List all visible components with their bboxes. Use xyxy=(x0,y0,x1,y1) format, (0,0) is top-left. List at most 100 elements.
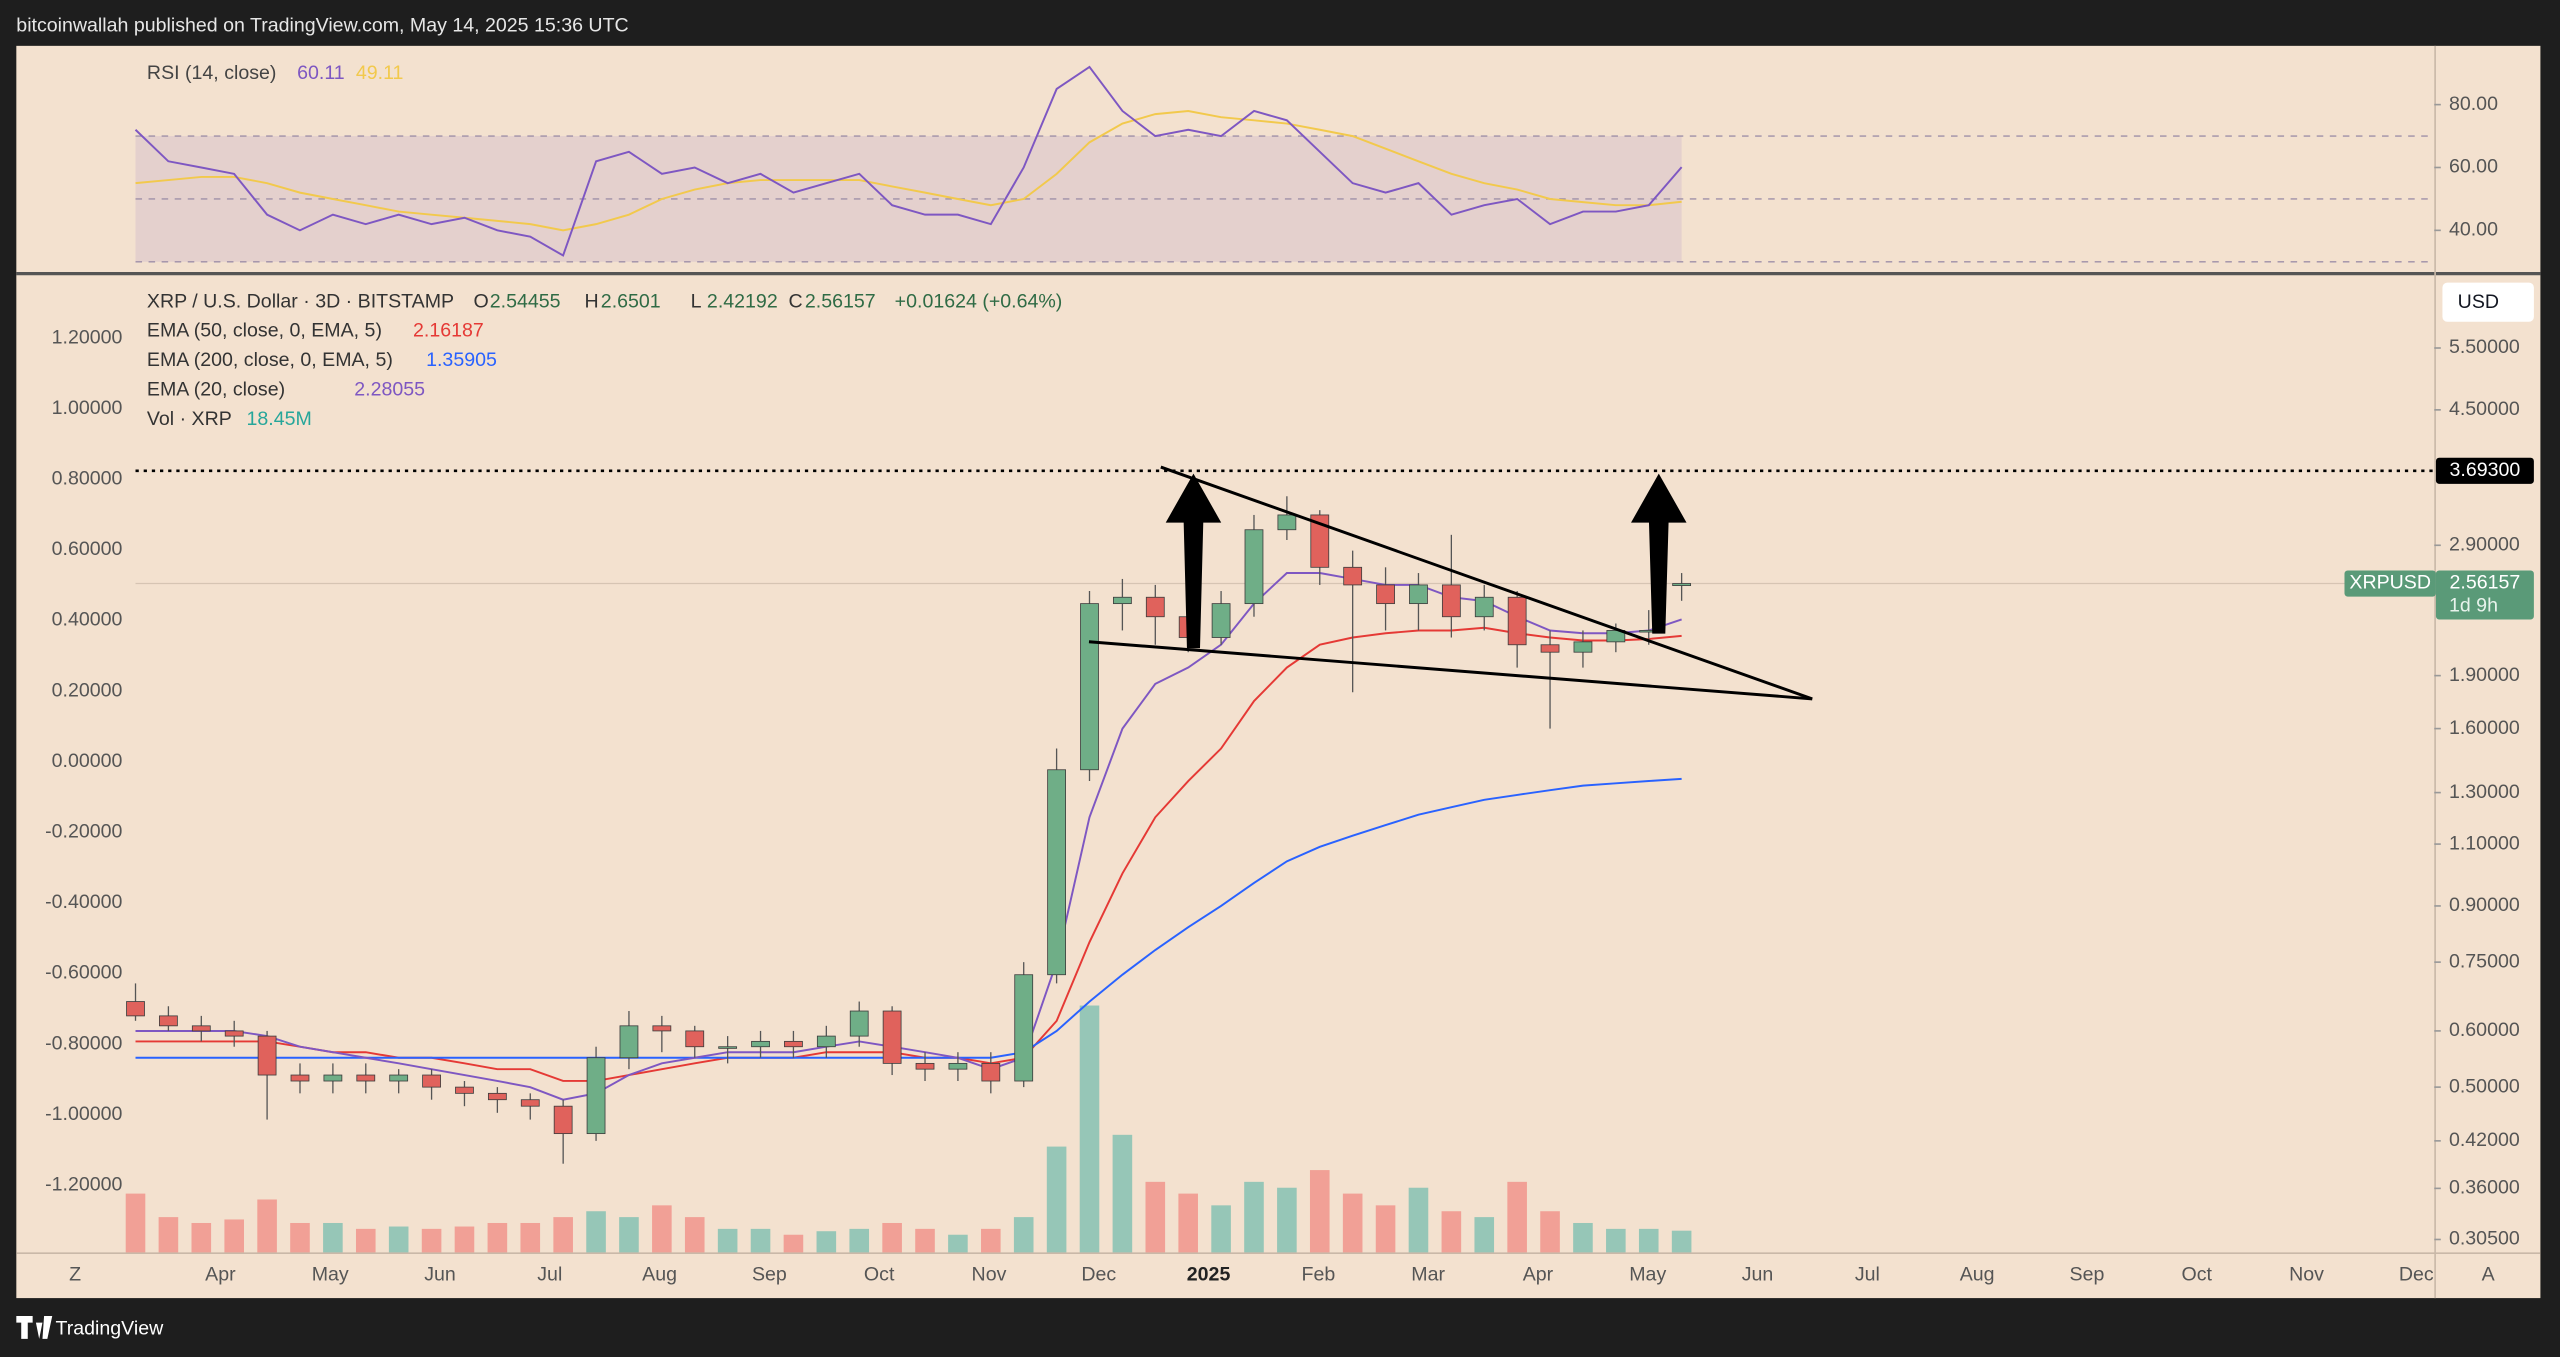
scale-button[interactable]: A xyxy=(2482,1263,2496,1285)
ema-line xyxy=(135,777,1682,1059)
x-tick-label: Apr xyxy=(205,1263,236,1285)
volume-bar xyxy=(1309,1170,1330,1253)
scale-button[interactable]: Z xyxy=(69,1263,81,1285)
candle-body xyxy=(816,1035,836,1048)
candle-body xyxy=(1573,641,1593,653)
volume-bar xyxy=(1441,1211,1462,1253)
candle-body xyxy=(586,1057,606,1135)
rsi-legend: RSI (14, close) xyxy=(147,62,276,84)
volume-bar xyxy=(520,1222,541,1253)
target-label: 3.69300 xyxy=(2450,459,2521,481)
candle-body xyxy=(1277,514,1297,531)
volume-bar xyxy=(1013,1217,1034,1253)
candle-body xyxy=(159,1015,178,1027)
symbol-title: XRP / U.S. Dollar · 3D · BITSTAMP xyxy=(147,290,454,312)
left-tick-label: -0.60000 xyxy=(45,962,122,984)
volume-bar xyxy=(816,1231,837,1253)
y-tick-label: 1.60000 xyxy=(2449,717,2520,739)
left-tick-label: -0.80000 xyxy=(45,1032,122,1054)
rsi-line xyxy=(134,65,1683,257)
y-tick-label: 0.30500 xyxy=(2449,1228,2520,1250)
volume-bar xyxy=(1573,1222,1593,1253)
x-tick-label: Aug xyxy=(1960,1263,1995,1285)
left-tick-label: -0.20000 xyxy=(45,820,122,842)
volume-bar xyxy=(1244,1181,1264,1253)
x-tick-label: Jul xyxy=(537,1263,562,1285)
candle-body xyxy=(553,1105,573,1135)
volume-bar xyxy=(783,1234,804,1253)
left-tick-label: 0.80000 xyxy=(52,467,123,489)
candle-body xyxy=(849,1010,869,1037)
volume-bar xyxy=(553,1217,573,1253)
x-tick-label: Oct xyxy=(864,1263,895,1285)
x-tick-label: Dec xyxy=(2399,1263,2434,1285)
left-tick-label: 0.60000 xyxy=(52,538,123,560)
footer-brand: TradingView xyxy=(56,1317,165,1339)
y-tick-label: 1.90000 xyxy=(2449,664,2520,686)
symbol-label: XRPUSD xyxy=(2349,572,2431,594)
ohlc-value: 2.42192 xyxy=(707,290,778,312)
ohlc-letter: O xyxy=(473,290,488,312)
y-tick-label: 1.30000 xyxy=(2449,781,2520,803)
candle-body xyxy=(520,1099,540,1107)
volume-bar xyxy=(1046,1146,1067,1253)
wedge-lower-line xyxy=(1088,640,1813,701)
ema-value: 2.28055 xyxy=(354,379,425,401)
x-tick-label: Sep xyxy=(752,1263,787,1285)
volume-bar xyxy=(882,1222,902,1253)
rsi-tick-label: 40.00 xyxy=(2449,219,2498,241)
symbol-label-box xyxy=(2344,570,2436,597)
candle-body xyxy=(948,1062,968,1070)
volume-bar xyxy=(619,1217,639,1253)
x-tick-label: Sep xyxy=(2070,1263,2105,1285)
x-tick-label: Dec xyxy=(1081,1263,1116,1285)
ema-legend: EMA (20, close) xyxy=(147,379,285,401)
volume-bar xyxy=(191,1222,212,1253)
drawings xyxy=(1088,465,1813,701)
volume-bar xyxy=(1211,1205,1231,1253)
y-tick-label: 1.10000 xyxy=(2449,832,2520,854)
candle-body xyxy=(751,1040,770,1048)
candle-body xyxy=(224,1030,244,1037)
candle-body xyxy=(1211,603,1231,638)
up-arrow xyxy=(1631,473,1687,634)
ema-legend: EMA (200, close, 0, EMA, 5) xyxy=(147,349,393,371)
rsi-value: 60.11 xyxy=(297,62,345,84)
candle-body xyxy=(487,1092,507,1101)
chart-area xyxy=(16,45,2541,1299)
wedge-upper-line xyxy=(1160,465,1813,701)
volume-bar xyxy=(1671,1230,1692,1253)
candle-body xyxy=(652,1025,672,1032)
y-tick-label: 2.90000 xyxy=(2449,533,2520,555)
candle-body xyxy=(784,1040,803,1048)
volume-bar xyxy=(290,1222,310,1253)
candle-body xyxy=(1343,566,1363,586)
volume-bar xyxy=(981,1228,1001,1253)
left-tick-label: -0.40000 xyxy=(45,891,122,913)
volume-bar xyxy=(1145,1181,1166,1253)
volume-bar xyxy=(750,1228,771,1253)
volume-bar xyxy=(915,1228,935,1253)
volume-bar xyxy=(717,1228,738,1253)
up-arrow xyxy=(1165,473,1222,649)
y-tick-label: 0.60000 xyxy=(2449,1019,2520,1041)
volume-legend: Vol · XRP xyxy=(147,408,232,430)
candle-body xyxy=(126,1001,145,1017)
candle-body xyxy=(1310,514,1330,568)
volume-bar xyxy=(388,1226,409,1253)
candle-body xyxy=(1047,769,1066,976)
target-label-box xyxy=(2435,457,2534,484)
candle-body xyxy=(685,1030,705,1048)
rsi-tick-label: 60.00 xyxy=(2449,156,2498,178)
currency-label[interactable]: USD xyxy=(2458,291,2499,313)
candle-body xyxy=(1409,584,1428,605)
volume-bar xyxy=(257,1199,277,1253)
volume-bar xyxy=(1342,1193,1363,1253)
volume-bar xyxy=(1638,1228,1659,1253)
currency-button[interactable] xyxy=(2442,282,2534,322)
volume-bar xyxy=(323,1222,343,1253)
x-tick-label: Feb xyxy=(1301,1263,1335,1285)
y-tick-label: 4.50000 xyxy=(2449,398,2520,420)
